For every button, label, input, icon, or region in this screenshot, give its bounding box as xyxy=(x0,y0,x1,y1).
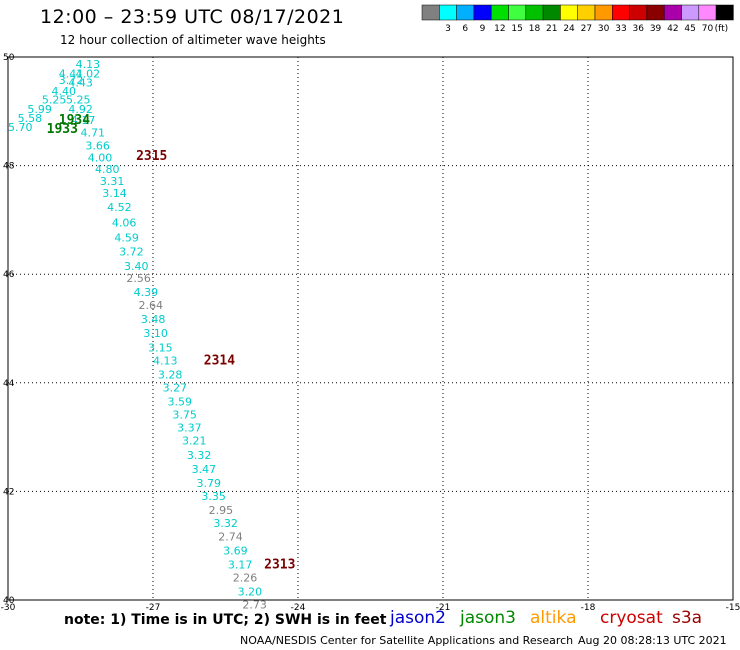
legend-tick-label: 24 xyxy=(563,24,575,34)
wave-height-value: 2.74 xyxy=(218,530,243,543)
lon-tick-label: -24 xyxy=(291,603,306,612)
wave-height-value: 5.25 xyxy=(66,94,91,107)
lat-tick-label: 46 xyxy=(3,270,15,280)
legend-satellite-s3a: s3a xyxy=(672,608,703,628)
wave-height-value: 5.99 xyxy=(27,103,52,116)
wave-height-value: 3.17 xyxy=(228,559,253,572)
wave-height-value: 4.06 xyxy=(112,216,136,229)
wave-height-value: 3.72 xyxy=(119,246,143,259)
legend-tick-label: 12 xyxy=(494,24,505,34)
wave-height-value: 4.52 xyxy=(107,201,132,214)
wave-height-value: 3.32 xyxy=(187,449,212,462)
wave-height-value: 4.71 xyxy=(81,126,106,139)
legend-tick-label: 33 xyxy=(615,24,626,34)
legend-satellite-cryosat: cryosat xyxy=(600,608,663,628)
footer-credit: NOAA/NESDIS Center for Satellite Applica… xyxy=(240,634,574,647)
wave-height-value: 4.59 xyxy=(114,232,139,245)
wave-height-value: 2.56 xyxy=(126,272,150,285)
lon-tick-label: -30 xyxy=(1,603,16,612)
map-title: 12:00 – 23:59 UTC 08/17/2021 xyxy=(40,6,345,28)
lon-tick-label: -18 xyxy=(581,603,596,612)
pass-time-label: 2313 xyxy=(264,558,295,573)
wave-height-value: 4.00 xyxy=(88,151,113,164)
legend-tick-label: 18 xyxy=(529,24,541,34)
wave-height-value: 3.40 xyxy=(124,260,149,273)
wave-height-value: 5.58 xyxy=(18,112,42,125)
pass-time-label: 2315 xyxy=(136,149,167,164)
legend-tick-label: 39 xyxy=(650,24,662,34)
map-frame xyxy=(7,56,734,601)
wave-height-value: 4.41 xyxy=(59,68,84,81)
wave-height-map: -30 -27 -24 -21 -18 -155048464442404.134.414.… xyxy=(1,53,740,612)
map-subtitle: 12 hour collection of altimeter wave hei… xyxy=(60,33,326,47)
footer-timestamp: Aug 20 08:28:13 UTC 2021 xyxy=(578,634,727,647)
wave-height-value: 3.35 xyxy=(201,490,226,503)
lon-tick-label: -27 xyxy=(146,603,161,612)
legend-tick-label: 9 xyxy=(480,24,486,34)
wave-height-value: 4.43 xyxy=(68,76,93,89)
legend-tick-label: 27 xyxy=(581,24,592,34)
legend-tick-label: 21 xyxy=(546,24,557,34)
wave-height-value: 2.26 xyxy=(233,572,258,585)
legend-tick-label: 42 xyxy=(667,24,678,34)
lon-tick-label: -21 xyxy=(436,603,451,612)
wave-height-value: 3.72 xyxy=(59,74,84,87)
legend-swatch xyxy=(715,4,734,21)
legend-tick-label: 36 xyxy=(633,24,645,34)
pass-time-label: 1933 xyxy=(47,122,78,137)
wave-height-value: 4.80 xyxy=(95,163,120,176)
footnote: note: 1) Time is in UTC; 2) SWH is in fe… xyxy=(64,612,387,628)
wave-height-value: 3.79 xyxy=(197,477,222,490)
pass-time-label: 1934 xyxy=(59,113,90,128)
legend-tick-label: 6 xyxy=(462,24,468,34)
legend-unit: (ft) xyxy=(715,24,729,34)
wave-height-value: 4.13 xyxy=(76,58,101,71)
wave-height-value: 4.13 xyxy=(153,354,178,367)
wave-height-value: 5.70 xyxy=(8,121,33,134)
legend-satellite-altika: altika xyxy=(530,608,577,628)
legend-tick-label: 30 xyxy=(598,24,610,34)
lat-tick-label: 50 xyxy=(3,53,15,63)
wave-height-value: 3.48 xyxy=(141,313,166,326)
wave-height-value: 3.37 xyxy=(177,422,202,435)
wave-height-value: 4.40 xyxy=(52,85,77,98)
legend-tick-label: 15 xyxy=(511,24,522,34)
wave-height-value: 3.28 xyxy=(158,368,183,381)
wave-height-value: 3.10 xyxy=(143,327,168,340)
wave-height-value: 5.25 xyxy=(42,94,66,107)
legend-satellite-jason2: jason2 xyxy=(390,608,446,628)
wave-height-value: 3.15 xyxy=(148,341,173,354)
wave-height-value: 3.32 xyxy=(213,517,238,530)
lat-tick-label: 40 xyxy=(3,596,15,606)
wave-height-value: 4.92 xyxy=(68,103,93,116)
wave-height-value: 3.75 xyxy=(172,409,197,422)
lat-tick-label: 44 xyxy=(3,379,15,389)
wave-height-value: 3.59 xyxy=(168,396,193,409)
legend-tick-label: 45 xyxy=(684,24,695,34)
wave-height-value: 3.66 xyxy=(85,139,110,152)
wave-height-value: 4.39 xyxy=(134,286,159,299)
lat-tick-label: 48 xyxy=(3,162,15,172)
wave-height-value: 4.17 xyxy=(71,114,96,127)
pass-time-label: 2314 xyxy=(204,353,235,368)
wave-height-value: 3.69 xyxy=(223,544,248,557)
wave-height-value: 4.02 xyxy=(76,68,101,81)
legend-satellite-jason3: jason3 xyxy=(460,608,516,628)
wave-height-value: 3.20 xyxy=(238,586,262,599)
wave-height-value: 3.21 xyxy=(182,435,207,448)
wave-height-value: 3.31 xyxy=(100,175,125,188)
legend-tick-label: 3 xyxy=(445,24,451,34)
color-legend: 3 6 9 12 15 18 21 24 27 30 33 36 39 42 45 70 (ft) xyxy=(421,4,734,34)
wave-height-value: 2.95 xyxy=(209,504,234,517)
wave-height-value: 3.14 xyxy=(102,187,127,200)
legend-tick-label: 70 xyxy=(702,24,714,34)
wave-height-value: 2.64 xyxy=(139,299,164,312)
wave-height-value: 2.73 xyxy=(242,599,267,612)
lat-tick-label: 42 xyxy=(3,487,14,497)
wave-height-value: 3.47 xyxy=(192,463,217,476)
lon-tick-label: -15 xyxy=(726,603,740,612)
wave-height-value: 3.27 xyxy=(163,381,188,394)
